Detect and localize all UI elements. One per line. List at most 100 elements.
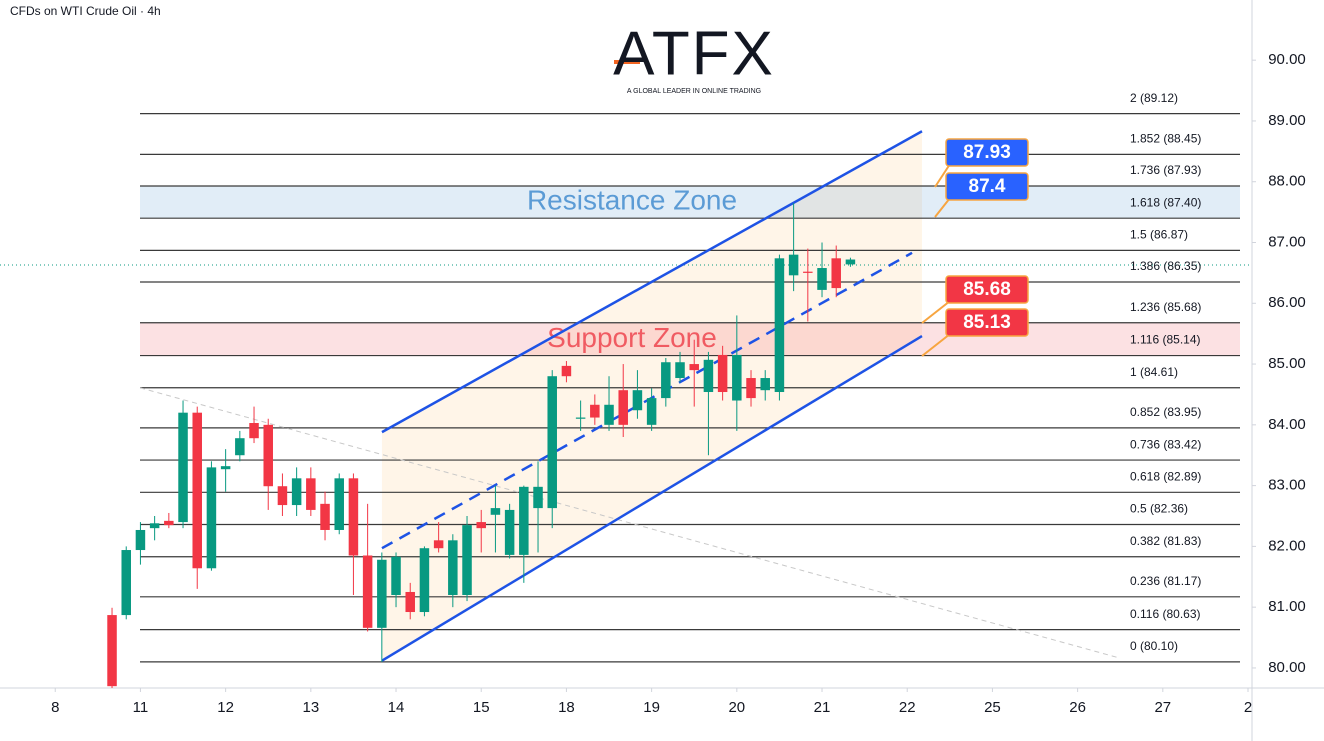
brand-tagline: A GLOBAL LEADER IN ONLINE TRADING: [627, 88, 761, 95]
candle-body: [817, 268, 827, 290]
y-tick-label: 90.00: [1268, 51, 1306, 68]
fib-label: 0.236 (81.17): [1130, 574, 1201, 588]
fib-label: 1.852 (88.45): [1130, 132, 1201, 146]
fib-label: 1.236 (85.68): [1130, 300, 1201, 314]
x-tick-label: 25: [984, 699, 1001, 716]
x-tick-label: 15: [473, 699, 490, 716]
candle-body: [661, 362, 671, 399]
fib-label: 0.5 (82.36): [1130, 502, 1188, 516]
candle-body: [590, 404, 600, 418]
candle-body: [689, 364, 699, 371]
candle-body: [490, 508, 501, 515]
candle-body: [746, 378, 756, 399]
fib-label: 0.382 (81.83): [1130, 534, 1201, 548]
price-tag: [945, 172, 1029, 201]
price-tag-pointer: [934, 197, 951, 218]
logo: ATFX A GLOBAL LEADER IN ONLINE TRADING: [613, 19, 775, 95]
chart-title: CFDs on WTI Crude Oil · 4h: [10, 4, 161, 18]
x-tick-label: 22: [899, 699, 916, 716]
candle-body: [348, 478, 359, 556]
fib-label: 1.618 (87.40): [1130, 195, 1201, 209]
fib-label: 1.116 (85.14): [1130, 333, 1201, 347]
fib-label: 0.618 (82.89): [1130, 469, 1201, 483]
x-tick-label: 27: [1154, 699, 1171, 716]
fib-label: 1.5 (86.87): [1130, 228, 1188, 242]
price-tag-pointer: [921, 333, 951, 357]
x-tick-label: 19: [643, 699, 660, 716]
candle-body: [391, 556, 401, 596]
candle-body: [675, 362, 685, 379]
y-tick-label: 80.00: [1268, 659, 1306, 676]
x-tick-label: 12: [217, 699, 234, 716]
fib-label: 0.852 (83.95): [1130, 405, 1201, 419]
zone-label: Resistance Zone: [527, 184, 737, 215]
price-tag-label: 87.4: [969, 176, 1006, 197]
trendline: [139, 387, 1121, 659]
candle-body: [462, 525, 472, 596]
candle-body: [760, 378, 770, 391]
price-tag: [945, 308, 1029, 337]
candle-body: [235, 438, 245, 456]
fib-label: 0.116 (80.63): [1130, 607, 1201, 621]
x-tick-label: 13: [302, 699, 319, 716]
price-tag-pointer: [921, 300, 951, 324]
candle-body: [774, 258, 785, 393]
candle-body: [433, 540, 444, 549]
y-tick-label: 88.00: [1268, 173, 1306, 190]
candle-body: [717, 354, 728, 393]
candle-body: [263, 424, 273, 487]
candle-body: [149, 523, 160, 529]
channel-lower: [381, 335, 923, 662]
candle-body: [206, 467, 217, 569]
candle-body: [519, 486, 529, 555]
fib-label: 1 (84.61): [1130, 365, 1178, 379]
y-tick-label: 83.00: [1268, 477, 1306, 494]
candle-body: [419, 548, 430, 613]
candle-body: [377, 559, 387, 628]
candle-body: [121, 550, 131, 616]
fib-label: 0 (80.10): [1130, 639, 1178, 653]
price-tag-pointer: [934, 163, 951, 188]
candle-body: [803, 271, 813, 273]
candle-body: [448, 540, 458, 596]
fib-label: 2 (89.12): [1130, 91, 1178, 105]
y-tick-label: 86.00: [1268, 294, 1306, 311]
candle-body: [107, 615, 117, 687]
candle-body: [646, 398, 657, 425]
x-tick-label: 2: [1244, 699, 1252, 716]
candle-body: [320, 503, 330, 530]
candle-body: [547, 376, 557, 509]
candle-body: [362, 555, 373, 628]
x-tick-label: 21: [814, 699, 831, 716]
candle-body: [575, 417, 586, 419]
candle-body: [135, 529, 146, 551]
candle-body: [732, 354, 742, 401]
zone-band: [140, 185, 1240, 219]
candle-body: [845, 259, 856, 265]
candle-body: [306, 478, 316, 510]
y-tick-label: 82.00: [1268, 537, 1306, 554]
candle-body: [277, 486, 288, 506]
candle-body: [788, 254, 799, 276]
y-tick-label: 87.00: [1268, 233, 1306, 250]
zone-band: [140, 322, 1240, 357]
x-tick-label: 18: [558, 699, 575, 716]
candle-body: [831, 258, 841, 289]
candle-body: [291, 478, 302, 506]
candle-body: [618, 390, 628, 425]
candle-body: [192, 412, 202, 569]
x-tick-label: 20: [728, 699, 745, 716]
main-layer: 2 (89.12) 1.852 (88.45) 1.736 (87.93) 1.618…: [107, 91, 1201, 688]
zone-label: Support Zone: [547, 322, 717, 353]
candle-body: [504, 509, 515, 555]
candle-body: [703, 359, 714, 393]
x-tick-label: 8: [51, 699, 59, 716]
brand: ATFX: [613, 19, 775, 88]
x-tick-label: 11: [133, 699, 149, 716]
candle-body: [533, 486, 543, 509]
price-tag-label: 87.93: [963, 142, 1011, 163]
candle-body: [220, 466, 231, 470]
price-tag: [945, 138, 1029, 167]
x-tick-label: 14: [388, 699, 405, 716]
price-tag-label: 85.68: [963, 279, 1011, 300]
